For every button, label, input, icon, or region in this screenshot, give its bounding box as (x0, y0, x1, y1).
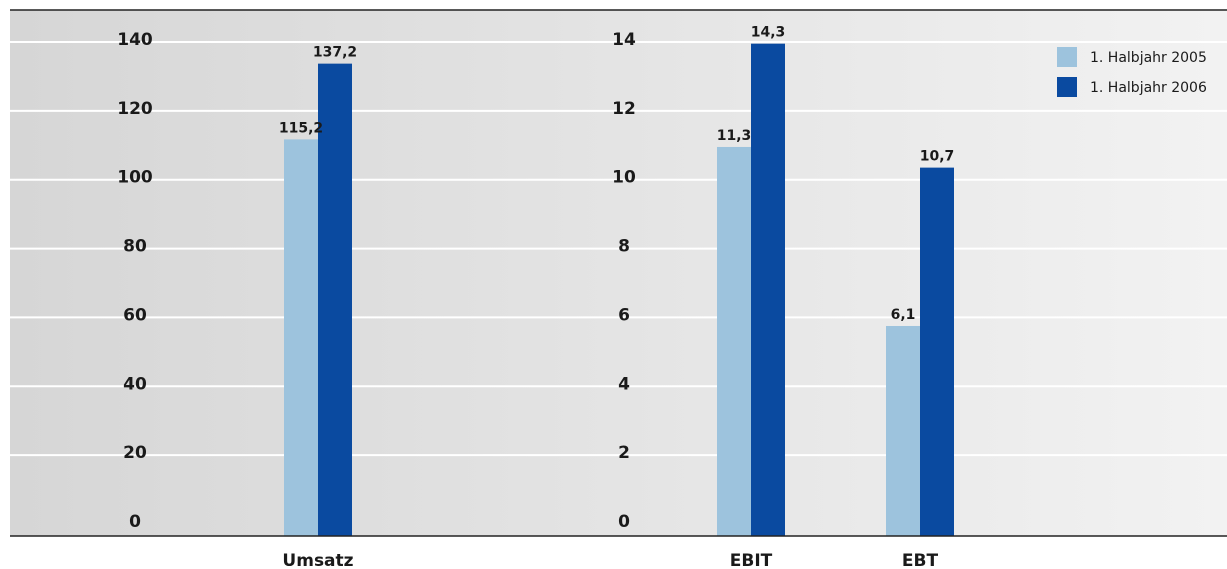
category-label-umsatz: Umsatz (282, 551, 353, 569)
category-label-ebt: EBT (902, 551, 939, 569)
y-tick-label: 8 (618, 237, 630, 257)
y-tick-label: 100 (117, 168, 153, 188)
legend-swatch-2006 (1057, 77, 1077, 97)
y-tick-label: 4 (618, 374, 630, 394)
y-tick-label: 80 (123, 237, 147, 257)
data-label: 14,3 (751, 25, 786, 41)
y-tick-label: 40 (123, 374, 147, 394)
bar-ebit-2005 (717, 146, 751, 536)
bar-umsatz-2006 (318, 63, 352, 536)
y-tick-label: 10 (612, 168, 636, 188)
y-tick-label: 6 (618, 305, 630, 325)
bar-ebt-2006 (920, 167, 954, 536)
y-tick-label: 60 (123, 305, 147, 325)
y-tick-label: 140 (117, 30, 153, 50)
y-tick-label: 2 (618, 443, 630, 463)
data-label: 115,2 (279, 120, 323, 136)
y-tick-label: 0 (618, 512, 630, 532)
y-tick-label: 20 (123, 443, 147, 463)
y-tick-label: 120 (117, 99, 153, 119)
legend-label: 1. Halbjahr 2005 (1090, 50, 1207, 66)
y-tick-label: 14 (612, 30, 636, 50)
data-label: 137,2 (313, 45, 357, 61)
legend-label: 1. Halbjahr 2006 (1090, 80, 1207, 96)
bar-ebit-2006 (751, 43, 785, 537)
bar-umsatz-2005 (284, 139, 318, 536)
category-label-ebit: EBIT (730, 551, 773, 569)
data-label: 6,1 (891, 307, 916, 323)
plot-background (10, 10, 1227, 536)
y-tick-label: 0 (129, 512, 141, 532)
legend-swatch-2005 (1057, 47, 1077, 67)
y-tick-label: 12 (612, 99, 636, 119)
data-label: 10,7 (920, 149, 955, 165)
data-label: 11,3 (717, 128, 752, 144)
bar-ebt-2005 (886, 325, 920, 536)
